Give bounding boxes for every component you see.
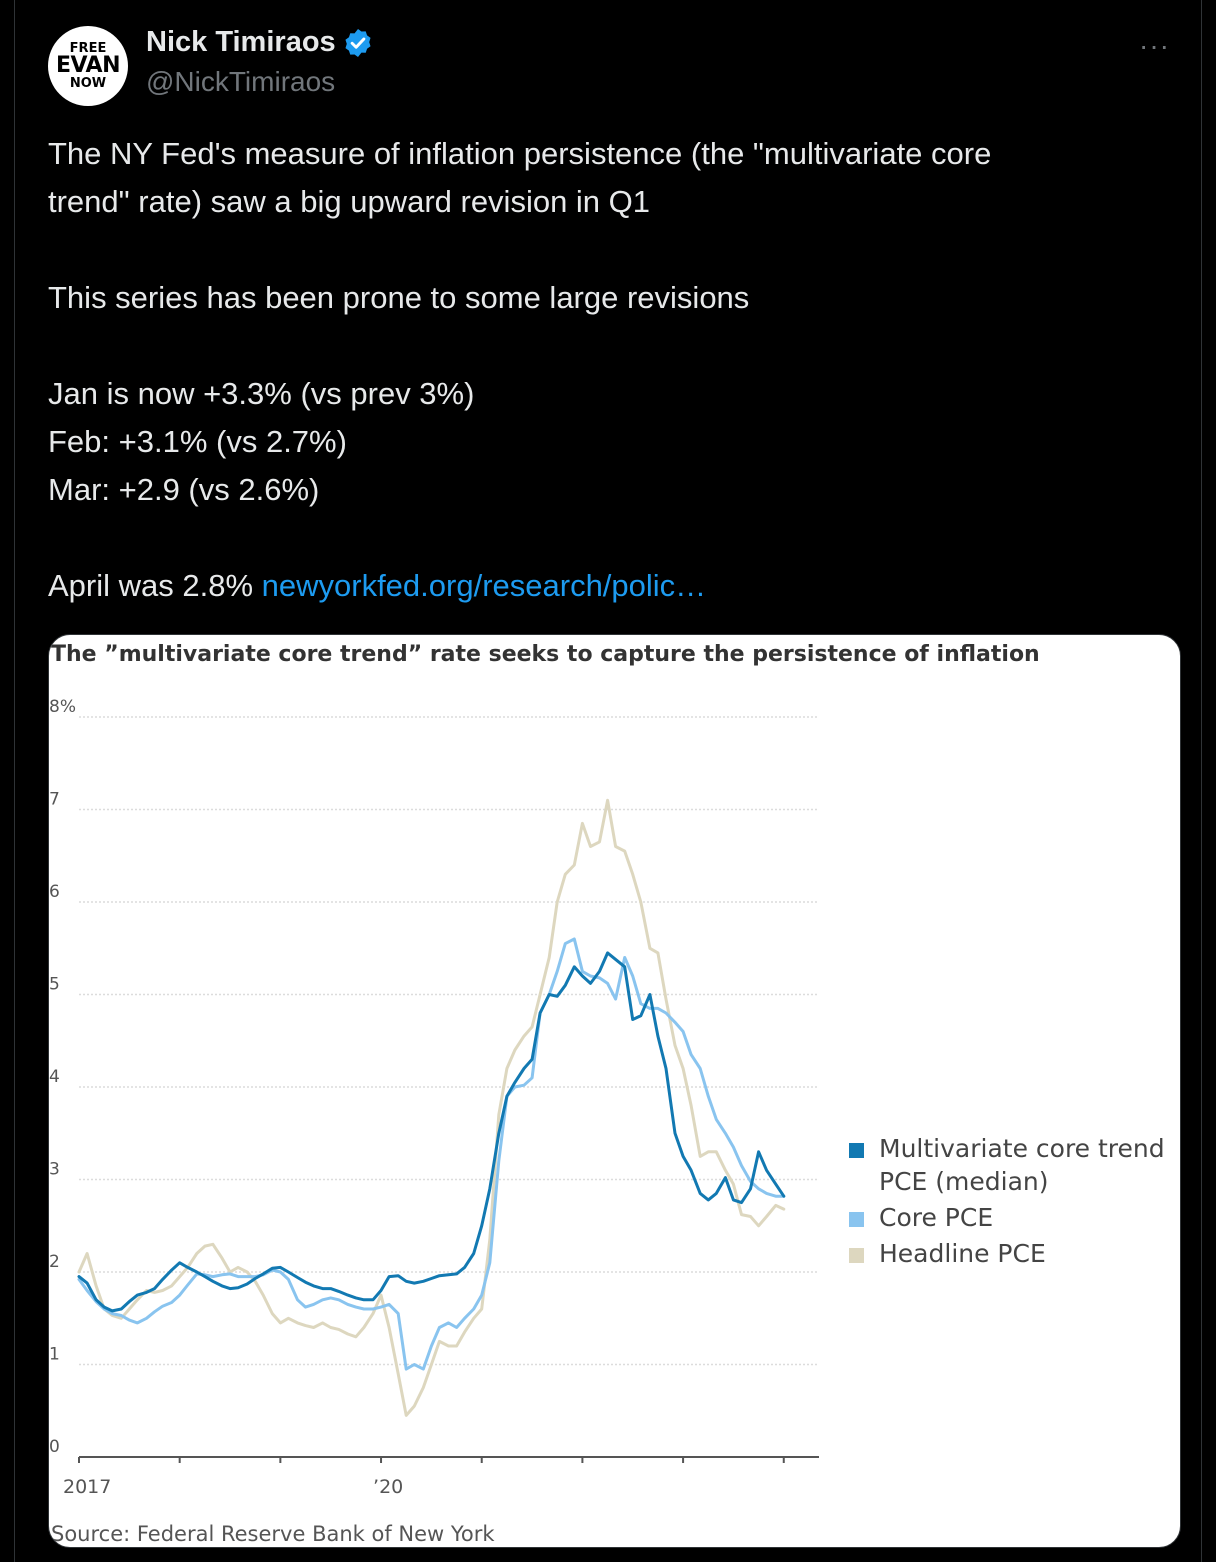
- series-line: [77, 951, 786, 1313]
- tweet-line: April was 2.8%: [48, 568, 262, 603]
- x-tick-label: 2017: [63, 1476, 111, 1498]
- y-tick-label: 6: [49, 882, 60, 902]
- author-handle[interactable]: @NickTimiraos: [146, 66, 336, 97]
- avatar-text-2: EVAN: [56, 53, 121, 78]
- tweet-line: trend" rate) saw a big upward revision i…: [48, 184, 651, 219]
- tweet-paragraph-3: Jan is now +3.3% (vs prev 3%) Feb: +3.1%…: [48, 370, 1168, 514]
- tweet-link[interactable]: newyorkfed.org/research/polic…: [261, 568, 707, 603]
- tweet-line: The NY Fed's measure of inflation persis…: [48, 136, 992, 171]
- y-tick-label: 2: [49, 1252, 60, 1272]
- y-tick-label: 5: [49, 975, 60, 995]
- chart-source: Source: Federal Reserve Bank of New York: [51, 1522, 495, 1546]
- legend-label: PCE (median): [879, 1167, 1049, 1196]
- y-tick-label: 7: [49, 790, 60, 810]
- y-tick-label: 8%: [49, 697, 76, 717]
- verified-badge-icon: [345, 28, 371, 57]
- tweet-line: Mar: +2.9 (vs 2.6%): [48, 472, 320, 507]
- left-border: [14, 0, 15, 1562]
- legend-swatch: [849, 1143, 864, 1158]
- chart: The ”multivariate core trend” rate seeks…: [49, 642, 1165, 1546]
- tweet-paragraph-4: April was 2.8% newyorkfed.org/research/p…: [48, 562, 1168, 610]
- series-line: [77, 937, 786, 1371]
- y-tick-label: 1: [49, 1345, 60, 1365]
- y-tick-label: 4: [49, 1067, 60, 1087]
- author-name[interactable]: Nick Timiraos: [146, 26, 336, 58]
- chart-title: The ”multivariate core trend” rate seeks…: [51, 642, 1040, 667]
- tweet-line: Feb: +3.1% (vs 2.7%): [48, 424, 347, 459]
- chart-card[interactable]: The ”multivariate core trend” rate seeks…: [48, 634, 1181, 1548]
- y-tick-label: 3: [49, 1160, 60, 1180]
- y-tick-label: 0: [49, 1437, 60, 1457]
- avatar-text-3: NOW: [69, 76, 107, 91]
- y-axis: 8% 7 6 5 4 3 2 1 0: [49, 697, 76, 1457]
- legend-label: Headline PCE: [879, 1239, 1046, 1268]
- tweet-paragraph-1: The NY Fed's measure of inflation persis…: [48, 130, 1168, 226]
- legend-swatch: [849, 1212, 864, 1227]
- more-options-icon[interactable]: ···: [1139, 30, 1170, 61]
- tweet-line: Jan is now +3.3% (vs prev 3%): [48, 376, 475, 411]
- tweet-paragraph-2: This series has been prone to some large…: [48, 274, 1168, 322]
- tweet-text: The NY Fed's measure of inflation persis…: [48, 130, 1168, 610]
- author-row: Nick Timiraos: [146, 26, 374, 59]
- legend-label: Multivariate core trend: [879, 1134, 1165, 1163]
- tweet-line: This series has been prone to some large…: [48, 280, 750, 315]
- legend-swatch: [849, 1248, 864, 1263]
- chart-legend: Multivariate core trend PCE (median) Core …: [849, 1134, 1165, 1268]
- chart-series: [77, 798, 786, 1417]
- right-border: [1201, 0, 1202, 1562]
- series-line: [77, 798, 786, 1417]
- legend-label: Core PCE: [879, 1203, 993, 1232]
- avatar-text-1: FREE: [69, 41, 107, 56]
- avatar[interactable]: FREE EVAN NOW: [48, 26, 128, 106]
- x-tick-label: ’20: [373, 1476, 403, 1498]
- x-axis: 2017 ’20: [63, 1456, 819, 1498]
